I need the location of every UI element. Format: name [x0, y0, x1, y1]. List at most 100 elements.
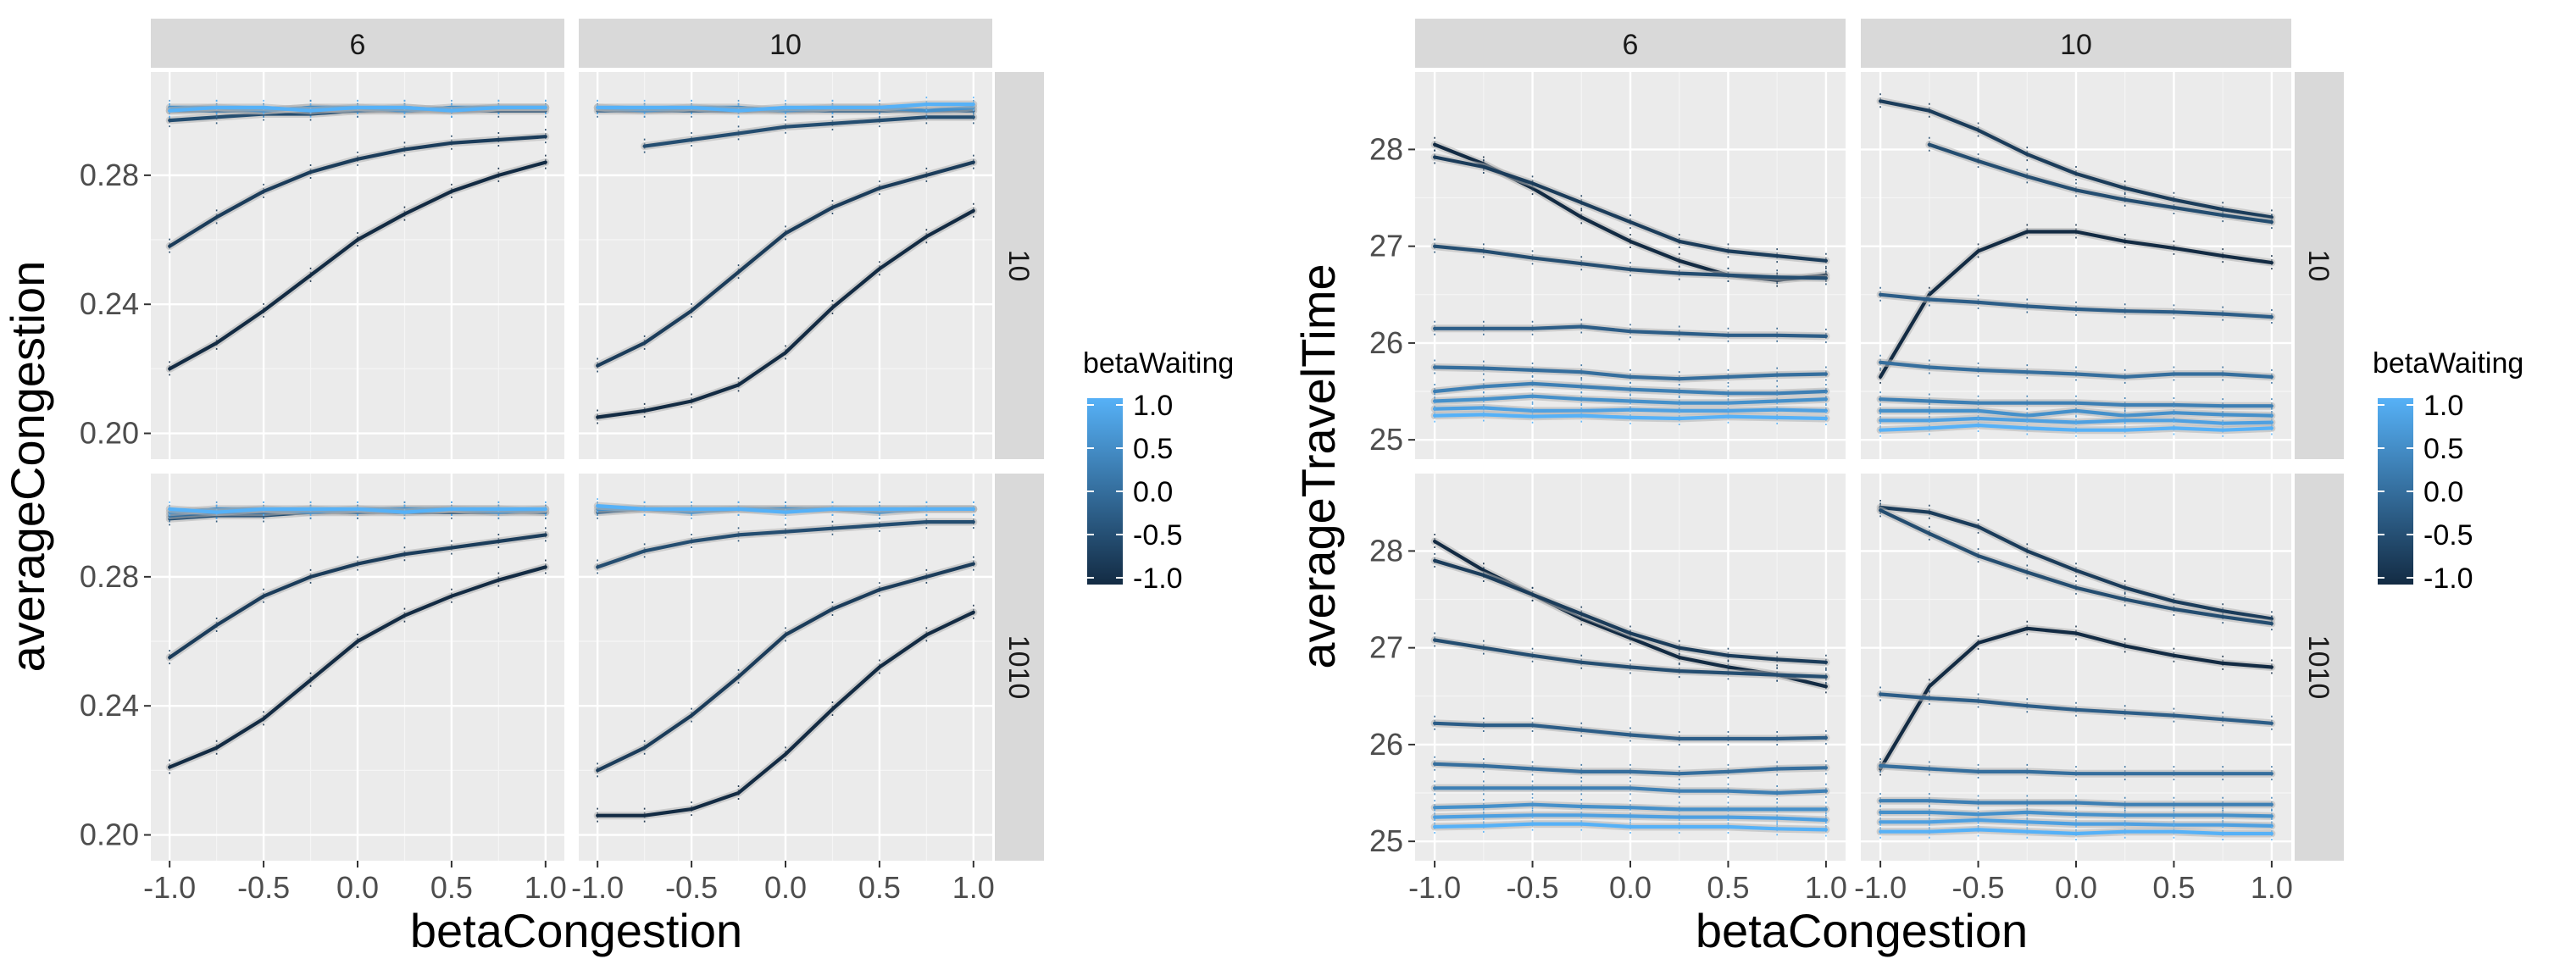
- panel-6-1010: [1415, 474, 1846, 861]
- series-line: [1433, 762, 1828, 776]
- series-line: [1879, 810, 2273, 818]
- legend-tick-label: 1.0: [2423, 390, 2463, 422]
- series-line: [1433, 813, 1828, 823]
- y-tick-label: 25: [1369, 422, 1403, 457]
- series-line: [1879, 763, 2273, 776]
- strip-row-label: 10: [1002, 250, 1035, 282]
- x-tick-label: 0.0: [2055, 870, 2097, 905]
- panel-10-1010: [1861, 474, 2291, 861]
- legend-tick-label: 0.5: [2423, 433, 2463, 465]
- strip-col-label: 10: [769, 29, 802, 61]
- x-tick-label: -1.0: [1854, 870, 1907, 905]
- series-line: [1433, 413, 1828, 421]
- strip-row-1010: [2295, 474, 2344, 861]
- series-line: [1879, 828, 2273, 836]
- x-tick-label: -1.0: [571, 870, 624, 905]
- x-tick-label: 0.5: [858, 870, 901, 905]
- legend-tick-label: -1.0: [2423, 563, 2473, 595]
- series-line: [596, 208, 975, 419]
- series-line: [1879, 626, 2273, 771]
- y-tick-label: 26: [1369, 727, 1403, 762]
- legend-tick-label: 0.0: [1133, 476, 1173, 508]
- series-line: [1879, 505, 2273, 621]
- series-line: [596, 520, 975, 569]
- series-line: [596, 610, 975, 818]
- y-tick-label: 27: [1369, 229, 1403, 263]
- series-line: [168, 507, 547, 514]
- series-line: [1433, 786, 1828, 795]
- y-tick-label: 0.20: [80, 818, 139, 852]
- y-tick-label: 0.24: [80, 688, 139, 723]
- series-line: [1879, 416, 2273, 425]
- panel-6-10: [151, 72, 564, 459]
- legend-tick-label: 0.5: [1133, 433, 1173, 465]
- x-tick-label: 1.0: [525, 870, 567, 905]
- series-line: [168, 160, 547, 371]
- x-tick-label: -1.0: [1408, 870, 1461, 905]
- x-tick-label: 0.5: [430, 870, 473, 905]
- y-tick-label: 25: [1369, 823, 1403, 858]
- series-line: [1433, 638, 1828, 679]
- series-line: [596, 504, 975, 514]
- series-line: [1433, 822, 1828, 832]
- x-tick-label: -0.5: [237, 870, 290, 905]
- series-line: [168, 565, 547, 769]
- series-line: [1879, 99, 2273, 219]
- panel-6-1010: [151, 474, 564, 861]
- x-tick-label: 0.5: [1707, 870, 1749, 905]
- y-tick-label: 27: [1369, 630, 1403, 665]
- series-line: [1433, 155, 1828, 263]
- strip-col-10: [579, 19, 992, 68]
- panel-10-10: [579, 72, 992, 459]
- x-tick-label: -0.5: [1507, 870, 1559, 905]
- series-line: [642, 115, 975, 148]
- y-axis-title: averageTravelTime: [1291, 263, 1345, 668]
- strip-row-10: [995, 72, 1044, 459]
- y-tick-label: 0.20: [80, 416, 139, 451]
- x-tick-label: 1.0: [2251, 870, 2293, 905]
- panel-6-10: [1415, 72, 1846, 459]
- series-line: [168, 135, 547, 248]
- y-tick-label: 28: [1369, 131, 1403, 166]
- strip-row-1010: [995, 474, 1044, 861]
- series-line: [1433, 381, 1828, 396]
- x-tick-label: -0.5: [1952, 870, 2005, 905]
- strip-col-6: [1415, 19, 1846, 68]
- x-tick-label: 0.0: [764, 870, 807, 905]
- legend-tick-label: 0.0: [2423, 476, 2463, 508]
- legend-tick-label: -0.5: [1133, 519, 1183, 552]
- strip-col-label: 10: [2060, 29, 2092, 61]
- series-line: [1433, 324, 1828, 338]
- strip-row-label: 1010: [1002, 635, 1035, 700]
- series-line: [1433, 244, 1828, 280]
- panel-10-1010: [579, 474, 992, 861]
- series-line: [168, 533, 547, 660]
- x-tick-label: -0.5: [665, 870, 718, 905]
- strip-row-label: 10: [2302, 250, 2334, 282]
- series-line: [1879, 230, 2273, 379]
- x-tick-label: 1.0: [1805, 870, 1847, 905]
- legend-tick-label: -1.0: [1133, 563, 1183, 595]
- series-line: [1879, 360, 2273, 379]
- strip-row-10: [2295, 72, 2344, 459]
- strip-col-10: [1861, 19, 2291, 68]
- x-axis-title: betaCongestion: [410, 904, 742, 957]
- series-line: [1433, 558, 1828, 664]
- series-line: [1879, 292, 2273, 319]
- panel-10-10: [1861, 72, 2291, 459]
- series-line: [1433, 802, 1828, 812]
- x-tick-label: 1.0: [952, 870, 995, 905]
- y-tick-label: 28: [1369, 533, 1403, 568]
- y-tick-label: 0.28: [80, 559, 139, 594]
- x-tick-label: 0.0: [336, 870, 379, 905]
- y-tick-label: 0.24: [80, 286, 139, 321]
- series-line: [1433, 406, 1828, 413]
- series-line: [1433, 394, 1828, 405]
- legend-title: betaWaiting: [1083, 347, 1234, 380]
- y-axis-title: averageCongestion: [1, 261, 54, 673]
- strip-row-label: 1010: [2302, 635, 2334, 700]
- x-tick-label: -1.0: [143, 870, 196, 905]
